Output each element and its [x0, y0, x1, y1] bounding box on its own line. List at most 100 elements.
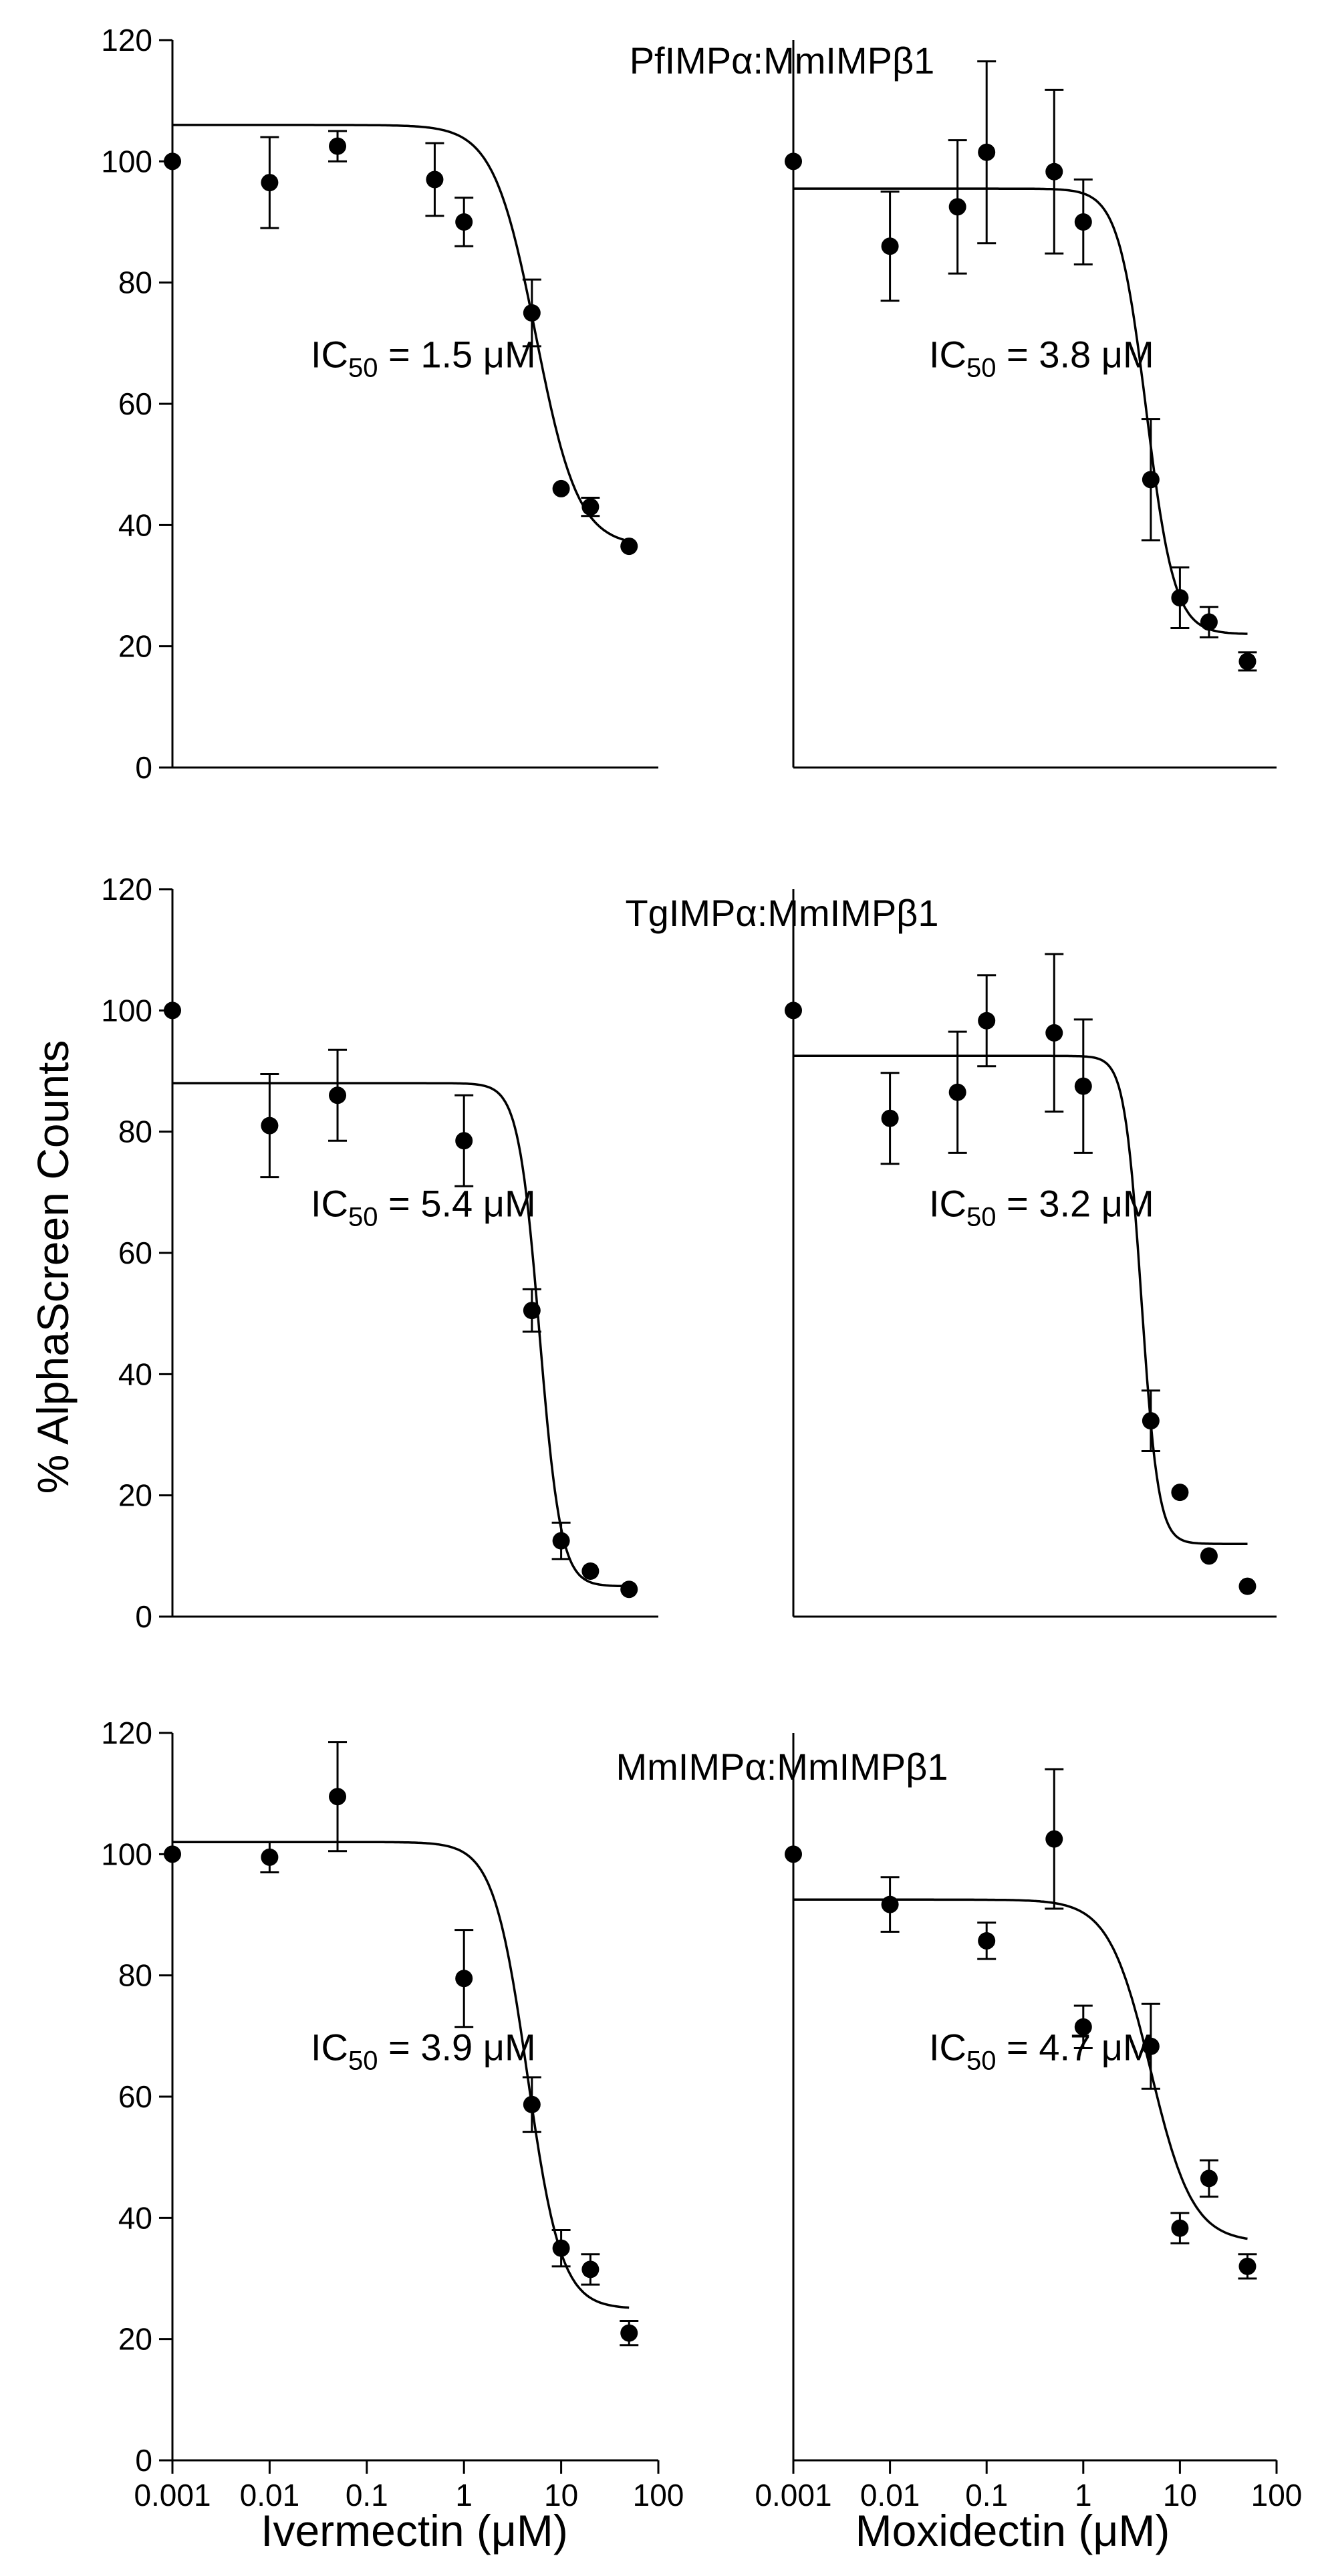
data-point	[164, 1845, 181, 1863]
x-tick-label: 0.01	[240, 2478, 300, 2512]
data-point	[881, 1895, 899, 1913]
ic50-label: IC50 = 4.7 μM	[929, 2026, 1154, 2076]
data-point	[523, 2095, 541, 2113]
ic50-value: = 3.8 μM	[997, 334, 1154, 376]
y-tick-label: 20	[118, 2322, 152, 2357]
ic50-value: = 3.2 μM	[997, 1183, 1154, 1225]
y-tick-label: 100	[101, 144, 152, 179]
data-point	[552, 1532, 570, 1550]
chart-mm-ivermectin: 0 20 40 60 80 100 120 0.001 0.01 0.1 1 10 100 IC50 = …	[101, 1716, 684, 2512]
x-axis-title-ivermectin: Ivermectin (μM)	[261, 2506, 568, 2555]
ic50-subscript: 50	[966, 1203, 997, 1232]
y-tick-label: 120	[101, 1716, 152, 1750]
data-point	[1074, 213, 1092, 231]
panel-title-top: PfIMPα:MmIMPβ1	[630, 39, 935, 82]
data-point	[1171, 2219, 1189, 2237]
fit-curve	[172, 124, 630, 543]
y-tick-label: 60	[118, 1236, 152, 1270]
data-point	[1200, 2170, 1218, 2188]
x-tick-label: 100	[633, 2478, 684, 2512]
y-tick-label: 20	[118, 1478, 152, 1513]
ic50-value: = 5.4 μM	[378, 1183, 536, 1225]
y-axis-title: % AlphaScreen Counts	[28, 1040, 78, 1494]
x-tick-label: 0.01	[860, 2478, 920, 2512]
data-point	[1171, 1484, 1189, 1502]
x-tick-label: 10	[1163, 2478, 1197, 2512]
y-tick-label: 40	[118, 507, 152, 542]
data-point	[426, 170, 444, 189]
chart-tg-ivermectin: 0 20 40 60 80 100 120 IC50 = 5.4 μM	[101, 872, 658, 1634]
ic50-prefix: IC	[311, 2026, 348, 2069]
data-point	[164, 1002, 181, 1020]
panel-title-bottom: MmIMPα:MmIMPβ1	[616, 1746, 948, 1788]
data-point	[455, 1132, 473, 1150]
data-point	[581, 2260, 600, 2278]
ic50-label: IC50 = 3.8 μM	[929, 334, 1154, 383]
y-tick-label: 60	[118, 2079, 152, 2114]
x-tick-label: 10	[544, 2478, 578, 2512]
data-point	[1238, 653, 1257, 671]
data-point	[329, 1788, 347, 1806]
data-point	[329, 1086, 347, 1104]
data-point	[1045, 1830, 1063, 1848]
data-point	[1142, 2037, 1160, 2055]
x-tick-label: 100	[1251, 2478, 1303, 2512]
x-tick-label: 0.1	[346, 2478, 388, 2512]
data-point	[1045, 1024, 1063, 1042]
y-tick-label: 0	[135, 750, 152, 785]
ic50-label: IC50 = 5.4 μM	[311, 1183, 536, 1232]
x-tick-label: 0.001	[755, 2478, 831, 2512]
ic50-subscript: 50	[348, 1203, 378, 1232]
data-point	[523, 1302, 541, 1320]
data-point	[581, 1562, 600, 1580]
data-point	[1238, 2257, 1257, 2275]
ic50-subscript: 50	[348, 354, 378, 383]
ic50-prefix: IC	[929, 2026, 966, 2069]
fit-curve	[172, 1082, 630, 1588]
data-point	[1200, 1547, 1218, 1565]
data-point	[978, 1012, 996, 1030]
data-point	[785, 152, 802, 170]
data-point	[455, 1970, 473, 1988]
ic50-prefix: IC	[311, 1183, 348, 1225]
y-tick-label: 40	[118, 2200, 152, 2235]
chart-pf-ivermectin: 0 20 40 60 80 100 120 IC50 = 1.5 μM	[101, 23, 658, 785]
data-point	[1142, 471, 1160, 489]
y-tick-label: 100	[101, 993, 152, 1028]
y-tick-label: 120	[101, 23, 152, 57]
ic50-prefix: IC	[929, 334, 966, 376]
data-point	[164, 152, 181, 170]
data-point	[785, 1845, 802, 1863]
data-point	[261, 174, 279, 192]
ic50-value: = 1.5 μM	[378, 334, 536, 376]
data-point	[620, 2324, 638, 2342]
fit-curve	[793, 187, 1248, 635]
data-point	[1238, 1577, 1257, 1595]
data-point	[620, 538, 638, 556]
panel-title-middle: TgIMPα:MmIMPβ1	[625, 892, 938, 934]
chart-pf-moxidectin: IC50 = 3.8 μM	[785, 40, 1277, 769]
data-point	[785, 1002, 802, 1020]
ic50-subscript: 50	[966, 354, 997, 383]
y-tick-label: 80	[118, 1958, 152, 1993]
ic50-subscript: 50	[966, 2046, 997, 2076]
data-point	[455, 213, 473, 231]
data-point	[978, 143, 996, 161]
data-point	[552, 2239, 570, 2257]
fit-curve	[793, 1898, 1248, 2240]
ic50-prefix: IC	[311, 334, 348, 376]
ic50-value: = 3.9 μM	[378, 2026, 536, 2069]
data-point	[1200, 613, 1218, 631]
data-point	[329, 137, 347, 155]
x-tick-label: 1	[455, 2478, 473, 2512]
y-tick-label: 40	[118, 1357, 152, 1391]
y-tick-label: 0	[135, 1599, 152, 1634]
data-point	[261, 1117, 279, 1135]
data-point	[948, 1083, 966, 1101]
y-tick-label: 60	[118, 386, 152, 421]
fit-curve	[172, 1841, 630, 2309]
data-point	[1171, 589, 1189, 607]
data-point	[948, 198, 966, 216]
